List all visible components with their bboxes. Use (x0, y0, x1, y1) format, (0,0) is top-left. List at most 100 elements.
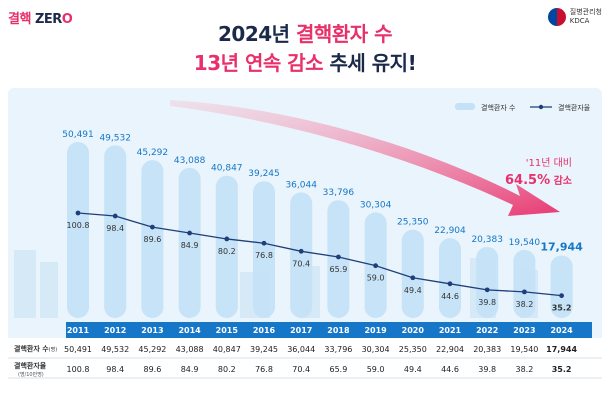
rate-point-2021 (447, 281, 453, 287)
rate-label-2020: 49.4 (404, 286, 422, 295)
rate-point-2017 (298, 248, 304, 254)
bar-2013 (141, 160, 164, 318)
cell-count-2012: 49,532 (101, 345, 129, 354)
headline-line2: 13년 연속 감소 추세 유지! (0, 47, 610, 76)
count-label-2011: 50,491 (62, 130, 94, 140)
cell-count-2022: 20,383 (473, 345, 501, 354)
year-label-2015: 2015 (216, 326, 239, 335)
legend-line-label: 결핵환자율 (558, 103, 591, 112)
cell-count-2014: 43,088 (176, 345, 204, 354)
legend-bar-swatch (455, 103, 475, 110)
rate-line (77, 212, 562, 297)
logo-latin: ZER (34, 12, 62, 27)
agency-name: 질병관리청 (569, 8, 602, 16)
headline-year: 2024년 (218, 22, 297, 46)
row-count-label: 결핵환자 수(명) (14, 344, 57, 353)
cell-count-2017: 36,044 (287, 345, 315, 354)
cell-rate-2020: 49.4 (404, 365, 422, 374)
count-label-2015: 40,847 (211, 164, 243, 174)
year-label-2013: 2013 (141, 326, 163, 335)
cell-count-2016: 39,245 (250, 345, 278, 354)
cell-rate-2023: 38.2 (515, 365, 533, 374)
year-label-2023: 2023 (513, 326, 535, 335)
building-silhouette-1 (40, 262, 58, 318)
legend-line-marker (538, 104, 544, 110)
rate-point-2016 (261, 240, 267, 246)
table-body (8, 338, 602, 396)
headline-trend: 13년 연속 감소 (193, 51, 324, 75)
cell-count-2011: 50,491 (64, 345, 92, 354)
cell-rate-2017: 70.4 (292, 365, 310, 374)
agency-logo: 질병관리청 KDCA (547, 8, 602, 26)
annotation-suffix: 감소 (550, 175, 572, 187)
rate-point-2011 (75, 210, 81, 216)
rate-label-2013: 89.6 (143, 235, 161, 244)
cell-rate-2015: 80.2 (218, 365, 236, 374)
rate-point-2014 (187, 230, 193, 236)
row-rate-unit: (명/10만명) (18, 371, 44, 378)
count-label-2014: 43,088 (174, 156, 206, 166)
cell-rate-2016: 76.8 (255, 365, 273, 374)
rate-label-2012: 98.4 (106, 224, 124, 233)
year-label-2012: 2012 (104, 326, 126, 335)
bar-2012 (104, 145, 127, 318)
rate-label-2023: 38.2 (515, 300, 533, 309)
cell-count-2020: 25,350 (399, 345, 427, 354)
rate-point-2024 (559, 293, 564, 299)
rate-point-2018 (336, 254, 341, 260)
rate-label-2016: 76.8 (255, 251, 273, 260)
annotation-pct: 64.5% (505, 173, 550, 188)
year-label-2021: 2021 (439, 326, 462, 335)
cell-rate-2024: 35.2 (552, 365, 572, 374)
count-label-2016: 39,245 (248, 169, 280, 179)
headline-line1: 2024년 결핵환자 수 (0, 18, 610, 47)
year-label-2016: 2016 (253, 326, 276, 335)
cell-count-2015: 40,847 (213, 345, 241, 354)
bar-2017 (290, 192, 313, 318)
count-label-2020: 25,350 (397, 218, 429, 228)
cell-count-2018: 33,796 (324, 345, 352, 354)
rate-label-2017: 70.4 (292, 259, 310, 268)
rate-point-2019 (373, 263, 378, 269)
rate-label-2014: 84.9 (181, 241, 199, 250)
legend-bar-label: 결핵환자 수 (481, 103, 516, 112)
cell-count-2019: 30,304 (362, 345, 390, 354)
count-label-2022: 20,383 (471, 235, 503, 245)
emblem-icon (547, 8, 566, 26)
count-label-2018: 33,796 (323, 188, 355, 198)
rate-point-2023 (522, 289, 527, 295)
rate-point-2020 (410, 275, 416, 281)
row-rate-label: 결핵환자율 (14, 361, 47, 370)
count-label-2013: 45,292 (137, 148, 169, 158)
rate-point-2013 (150, 224, 155, 230)
building-silhouette-0 (14, 250, 36, 318)
headline-tail: 추세 유지! (323, 51, 417, 75)
bar-2015 (215, 175, 238, 318)
year-label-2022: 2022 (476, 326, 498, 335)
cell-rate-2011: 100.8 (67, 365, 90, 374)
year-band (66, 322, 592, 338)
annotation-line2: 64.5% 감소 (505, 173, 572, 188)
rate-point-2012 (112, 213, 118, 219)
year-label-2017: 2017 (290, 326, 312, 335)
rate-label-2018: 65.9 (329, 265, 347, 274)
cell-rate-2018: 65.9 (329, 365, 347, 374)
bar-2021 (439, 238, 461, 318)
rate-label-2015: 80.2 (218, 247, 236, 256)
rate-label-2019: 59.0 (367, 274, 385, 283)
year-label-2011: 2011 (67, 326, 90, 335)
year-label-2018: 2018 (327, 326, 350, 335)
year-label-2014: 2014 (178, 326, 201, 335)
cell-rate-2014: 84.9 (181, 365, 199, 374)
cell-count-2021: 22,904 (436, 345, 464, 354)
cell-rate-2012: 98.4 (106, 365, 124, 374)
count-label-2017: 36,044 (285, 180, 317, 190)
bar-2016 (253, 181, 275, 318)
bar-2011 (67, 142, 89, 318)
cell-rate-2019: 59.0 (367, 365, 385, 374)
rate-label-2011: 100.8 (67, 221, 90, 230)
bar-2024 (550, 255, 573, 318)
decline-arrow-icon (170, 100, 560, 216)
cell-rate-2022: 39.8 (478, 365, 496, 374)
